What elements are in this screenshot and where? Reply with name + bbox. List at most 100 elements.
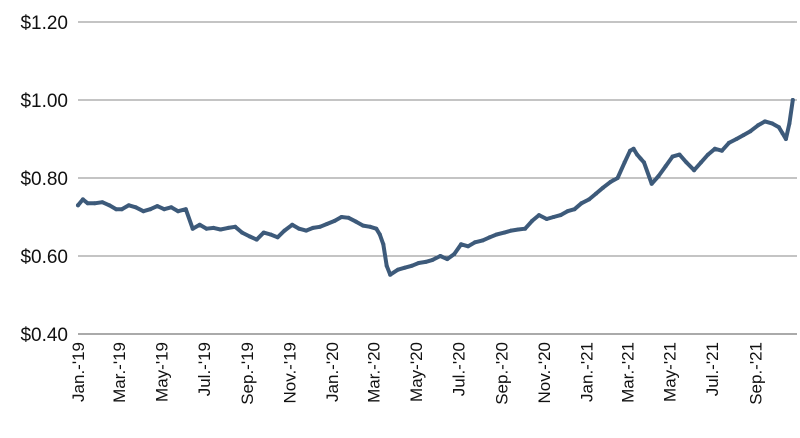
gridlines bbox=[78, 21, 797, 335]
series-line bbox=[76, 98, 795, 277]
data-point bbox=[384, 263, 389, 268]
data-point bbox=[628, 148, 633, 153]
data-point bbox=[776, 125, 781, 130]
data-point bbox=[377, 232, 382, 237]
data-point bbox=[551, 215, 556, 219]
data-point bbox=[169, 205, 174, 210]
data-point bbox=[240, 230, 245, 235]
data-point bbox=[409, 263, 414, 268]
x-tick-label: Sep.-'20 bbox=[492, 342, 511, 405]
y-tick-label: $0.80 bbox=[20, 169, 68, 190]
data-point bbox=[663, 164, 668, 169]
data-point bbox=[537, 213, 541, 218]
data-point bbox=[445, 257, 450, 262]
data-point bbox=[423, 259, 428, 264]
data-point bbox=[487, 235, 492, 240]
data-point bbox=[502, 230, 507, 235]
data-point bbox=[622, 160, 627, 165]
data-point bbox=[656, 174, 661, 178]
series-layer bbox=[76, 98, 795, 277]
data-point bbox=[523, 226, 528, 231]
data-point bbox=[466, 244, 471, 249]
data-point bbox=[790, 98, 795, 102]
data-point bbox=[204, 226, 209, 231]
x-tick-label: Sep.-'19 bbox=[238, 342, 257, 405]
data-point bbox=[155, 204, 160, 209]
x-tick-label: Jul.-'19 bbox=[195, 342, 214, 396]
data-point bbox=[635, 152, 640, 157]
data-point bbox=[346, 215, 351, 220]
data-point bbox=[438, 254, 443, 258]
data-point bbox=[176, 209, 181, 214]
y-tick-label: $1.00 bbox=[20, 91, 68, 112]
data-point bbox=[318, 224, 322, 229]
data-point bbox=[608, 179, 613, 184]
data-point bbox=[741, 133, 746, 138]
data-point bbox=[565, 209, 570, 214]
data-point bbox=[126, 203, 131, 208]
x-tick-label: Jan.-'20 bbox=[323, 342, 342, 402]
data-point bbox=[92, 201, 97, 206]
x-tick-label: Jul.-'20 bbox=[449, 342, 468, 396]
data-point bbox=[712, 146, 717, 151]
data-point bbox=[268, 232, 273, 237]
data-point bbox=[162, 207, 167, 212]
data-point bbox=[670, 154, 675, 159]
y-tick-label: $0.40 bbox=[20, 325, 68, 346]
data-point bbox=[770, 121, 774, 126]
data-point bbox=[756, 123, 761, 128]
data-point bbox=[119, 207, 124, 212]
data-point bbox=[706, 152, 710, 157]
x-tick-label: Mar.-'21 bbox=[618, 342, 637, 403]
data-point bbox=[324, 222, 329, 226]
data-point bbox=[699, 160, 703, 165]
data-point bbox=[594, 191, 598, 196]
data-point bbox=[233, 224, 238, 229]
data-point bbox=[282, 228, 287, 233]
data-point bbox=[572, 207, 577, 212]
data-point bbox=[100, 200, 105, 205]
y-tick-label: $1.20 bbox=[20, 13, 68, 34]
data-point bbox=[601, 185, 605, 190]
data-point bbox=[297, 226, 302, 231]
data-point bbox=[226, 225, 231, 230]
data-point bbox=[748, 129, 753, 134]
data-point bbox=[133, 205, 138, 210]
data-point bbox=[211, 225, 216, 230]
data-point bbox=[197, 222, 202, 227]
data-point bbox=[579, 201, 584, 206]
data-point bbox=[615, 176, 620, 180]
data-point bbox=[587, 197, 592, 202]
data-point bbox=[677, 152, 682, 157]
data-point bbox=[183, 207, 188, 212]
data-point bbox=[734, 137, 739, 141]
data-point bbox=[254, 237, 259, 242]
data-point bbox=[416, 261, 421, 265]
x-tick-label: Mar.-'19 bbox=[110, 342, 129, 403]
data-point bbox=[76, 203, 80, 208]
data-point bbox=[783, 137, 788, 141]
data-point bbox=[544, 217, 549, 221]
data-point bbox=[631, 146, 636, 151]
data-point bbox=[780, 131, 785, 136]
data-point bbox=[247, 234, 252, 239]
data-point bbox=[726, 140, 731, 145]
data-point bbox=[763, 119, 767, 124]
data-point bbox=[459, 242, 464, 247]
data-point bbox=[107, 203, 112, 208]
data-point bbox=[304, 228, 309, 233]
data-point bbox=[402, 265, 407, 270]
data-point bbox=[494, 232, 499, 237]
x-axis-tick-labels: Jan.-'19 Mar.-'19 May-'19 Jul.-'19 Sep.-'19 N… bbox=[69, 342, 765, 405]
data-point bbox=[642, 160, 646, 165]
data-point bbox=[452, 252, 457, 257]
y-tick-label: $0.60 bbox=[20, 247, 68, 268]
x-tick-label: Jan.-'21 bbox=[577, 342, 596, 402]
data-point bbox=[787, 121, 792, 126]
data-point bbox=[368, 224, 373, 229]
data-point bbox=[275, 235, 280, 240]
y-axis-tick-labels: $0.40 $0.60 $0.80 $1.00 $1.20 bbox=[20, 13, 68, 346]
data-point bbox=[141, 209, 146, 214]
data-point bbox=[339, 215, 344, 219]
